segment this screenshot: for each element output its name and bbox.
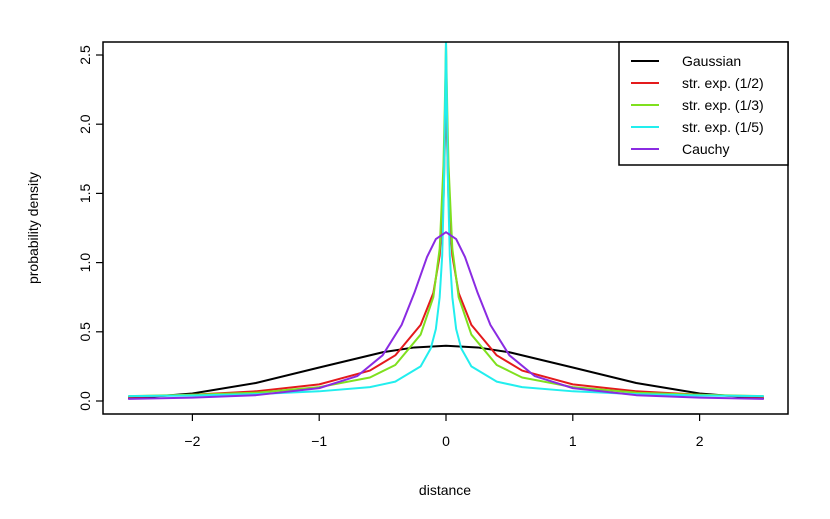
legend-label: str. exp. (1/2) [682,75,764,91]
y-tick-label: 0.5 [77,322,93,342]
x-axis: −2 −1 0 1 2 [184,413,704,449]
series-layer [128,42,764,400]
legend-label: Gaussian [682,53,741,69]
y-tick-label: 2.0 [77,114,93,134]
x-tick-label: −2 [184,433,200,449]
legend: Gaussian str. exp. (1/2) str. exp. (1/3) st… [618,41,789,166]
series-line-0 [128,344,764,400]
x-axis-title: distance [419,482,471,498]
legend-label: str. exp. (1/3) [682,97,764,113]
series-line-4 [128,231,764,400]
series-line-2 [128,42,764,398]
x-tick-label: 0 [442,433,450,449]
y-tick-label: 2.5 [77,45,93,65]
legend-label: str. exp. (1/5) [682,119,764,135]
y-tick-label: 0.0 [77,391,93,411]
y-axis-title: probability density [25,172,41,284]
series-line-3 [128,42,764,398]
x-tick-label: 2 [696,433,704,449]
y-axis: 0.0 0.5 1.0 1.5 2.0 2.5 [77,45,104,411]
legend-label: Cauchy [682,141,729,157]
x-tick-label: 1 [569,433,577,449]
y-tick-label: 1.0 [77,253,93,273]
x-tick-label: −1 [311,433,327,449]
y-tick-label: 1.5 [77,183,93,203]
legend-box [618,41,789,166]
